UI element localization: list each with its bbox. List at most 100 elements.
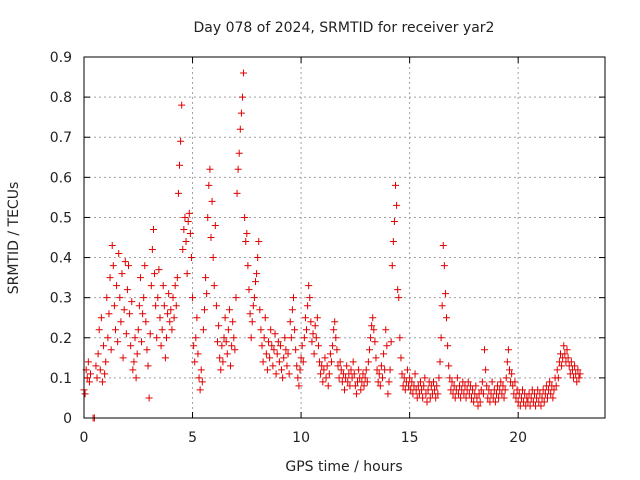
data-point [258, 342, 266, 350]
data-point [323, 362, 331, 370]
data-point [87, 370, 95, 378]
data-point [221, 314, 229, 322]
data-point [227, 362, 235, 370]
data-point [563, 346, 571, 354]
data-point [262, 350, 270, 358]
data-point [138, 338, 146, 346]
data-point [509, 382, 517, 390]
data-point [409, 390, 417, 398]
y-tick-label: 0 [63, 411, 72, 427]
data-point [185, 209, 193, 217]
data-point [374, 378, 382, 386]
data-point [367, 334, 375, 342]
data-point [157, 342, 165, 350]
y-tick-label: 0.9 [50, 50, 72, 66]
data-point [192, 334, 200, 342]
data-point [220, 334, 228, 342]
data-point [282, 346, 290, 354]
data-point [482, 366, 490, 374]
data-point [395, 294, 403, 302]
data-point [165, 290, 173, 298]
data-point [256, 306, 264, 314]
data-point [286, 318, 294, 326]
data-point [508, 370, 516, 378]
data-point [443, 314, 451, 322]
data-point [133, 350, 141, 358]
data-point [287, 334, 295, 342]
data-point [219, 358, 227, 366]
data-point [419, 394, 427, 402]
data-point [453, 374, 461, 382]
data-point [134, 326, 142, 334]
data-point [144, 362, 152, 370]
y-tick-label: 0.3 [50, 291, 72, 307]
data-point [199, 326, 207, 334]
data-point [337, 366, 345, 374]
data-point [136, 274, 144, 282]
data-point [234, 165, 242, 173]
data-point [181, 213, 189, 221]
data-point [171, 282, 179, 290]
data-point [499, 382, 507, 390]
data-point [233, 189, 241, 197]
data-point [110, 302, 118, 310]
data-point [250, 294, 258, 302]
data-point [93, 374, 101, 382]
data-point [288, 306, 296, 314]
data-point [246, 310, 254, 318]
data-point [424, 386, 432, 394]
data-point [483, 382, 491, 390]
data-point [411, 370, 419, 378]
data-point [232, 294, 240, 302]
data-point [408, 378, 416, 386]
data-point [476, 398, 484, 406]
data-point [393, 201, 401, 209]
data-point [166, 318, 174, 326]
data-point [389, 238, 397, 246]
data-point [320, 366, 328, 374]
x-tick-label: 10 [292, 430, 310, 446]
data-point [271, 330, 279, 338]
data-point [369, 314, 377, 322]
data-point [123, 286, 131, 294]
data-point [152, 302, 160, 310]
data-point [378, 374, 386, 382]
data-point [363, 378, 371, 386]
data-point [215, 322, 223, 330]
data-point [103, 294, 111, 302]
data-point [214, 338, 222, 346]
y-tick-label: 0.6 [50, 170, 72, 186]
data-point [434, 390, 442, 398]
data-point [159, 282, 167, 290]
data-point [125, 262, 133, 270]
data-point [259, 358, 267, 366]
data-point [555, 358, 563, 366]
y-tick-label: 0.5 [50, 210, 72, 226]
data-point [549, 394, 557, 402]
data-point [179, 246, 187, 254]
data-point [312, 334, 320, 342]
data-point [236, 125, 244, 133]
data-point [160, 302, 168, 310]
data-point [396, 334, 404, 342]
data-point [552, 382, 560, 390]
data-point [342, 374, 350, 382]
data-point [491, 398, 499, 406]
data-point [114, 338, 122, 346]
data-point [115, 250, 123, 258]
data-point [375, 370, 383, 378]
data-point [317, 370, 325, 378]
data-point [212, 302, 220, 310]
data-point [161, 354, 169, 362]
data-point [242, 238, 250, 246]
data-point [247, 334, 255, 342]
data-point [205, 181, 213, 189]
data-point [145, 394, 153, 402]
data-point [279, 374, 287, 382]
data-point [168, 326, 176, 334]
data-point [343, 362, 351, 370]
data-point [131, 334, 139, 342]
data-point [210, 282, 218, 290]
data-point [148, 246, 156, 254]
data-point [222, 338, 230, 346]
